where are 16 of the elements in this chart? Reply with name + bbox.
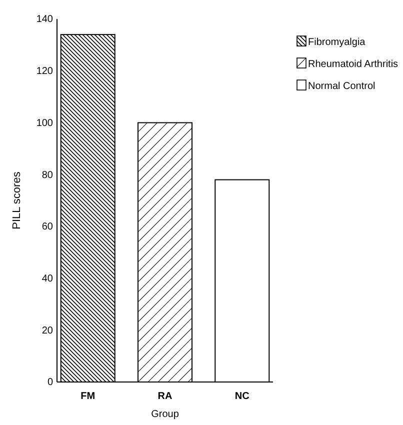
x-tick-label: NC xyxy=(234,391,250,402)
y-tick-label: 140 xyxy=(36,14,54,26)
x-tick-label: RA xyxy=(158,391,172,402)
y-tick-label: 20 xyxy=(42,325,54,336)
legend-label: Normal Control xyxy=(308,81,376,92)
y-tick-label: 120 xyxy=(36,66,54,78)
y-tick-label: 80 xyxy=(42,170,54,181)
legend-label: Fibromyalgia xyxy=(308,37,366,48)
y-tick-label: 100 xyxy=(36,118,54,129)
y-tick-label: 0 xyxy=(47,377,54,388)
x-tick-label: FM xyxy=(80,391,96,402)
legend-label: Rheumatoid Arthritis xyxy=(308,59,398,70)
x-axis-title: Group xyxy=(151,409,180,420)
y-tick-label: 40 xyxy=(42,273,54,284)
y-axis-title: PILL scores xyxy=(11,171,23,230)
y-tick-label: 60 xyxy=(42,222,54,233)
